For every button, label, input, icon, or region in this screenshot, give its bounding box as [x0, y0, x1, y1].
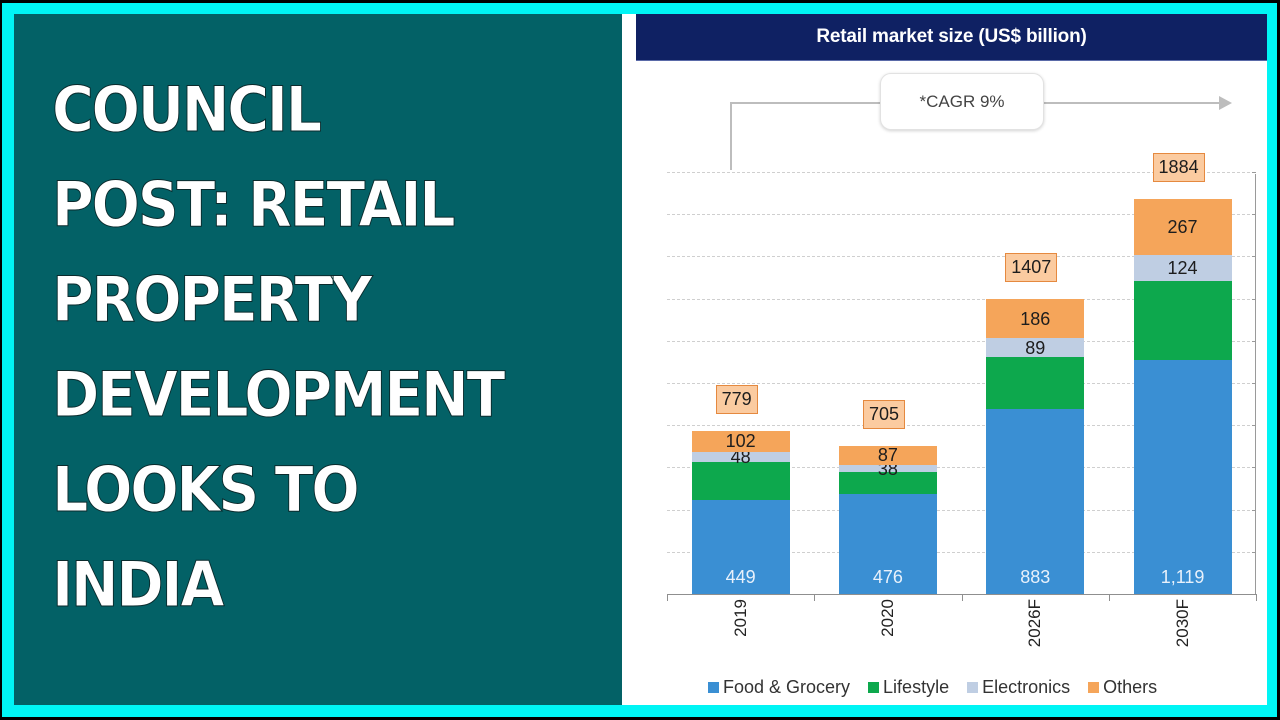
total-label: 1407	[1005, 253, 1058, 283]
gridline	[667, 551, 1255, 553]
gridline	[667, 256, 1255, 258]
x-axis-tick	[1108, 594, 1110, 601]
axis-tick	[1252, 256, 1256, 258]
gridline	[667, 509, 1255, 511]
headline: COUNCIL POST: RETAIL PROPERTY DEVELOPMEN…	[52, 62, 612, 632]
x-axis-tick	[1256, 594, 1258, 601]
segment-food-grocery: 449	[691, 499, 790, 594]
segment-lifestyle	[986, 356, 1085, 409]
segment-lifestyle	[838, 472, 937, 495]
legend-swatch-icon	[967, 681, 979, 693]
axis-tick	[1252, 298, 1256, 300]
chart-legend: Food & Grocery Lifestyle Electronics Others	[708, 676, 1157, 698]
total-label: 779	[715, 384, 758, 414]
bar-2030f: 1,119 124 267	[1133, 164, 1232, 594]
headline-line-2: POST: RETAIL	[52, 168, 457, 242]
axis-tick	[1252, 340, 1256, 342]
legend-swatch-icon	[708, 681, 719, 693]
segment-electronics: 48	[691, 448, 790, 466]
axis-tick	[1252, 467, 1256, 469]
segment-value-label: 1,119	[1160, 566, 1205, 587]
legend-item-lifestyle: Lifestyle	[868, 677, 949, 698]
segment-value-label: 89	[1025, 337, 1046, 358]
segment-value-label: 48	[730, 447, 751, 468]
segment-value-label: 87	[877, 445, 898, 466]
segment-food-grocery: 476	[838, 494, 937, 594]
segment-value-label: 476	[872, 566, 903, 587]
gridline	[667, 383, 1255, 384]
segment-electronics: 89	[986, 337, 1085, 358]
plot-area: 449 48 102 779 2019 476 38 87 705 2020 883 89 186 140…	[667, 153, 1258, 647]
segment-electronics: 124	[1133, 255, 1232, 282]
x-axis-label: 2026F	[1025, 599, 1045, 648]
legend-item-food-grocery: Food & Grocery	[708, 677, 850, 698]
x-axis-tick	[961, 594, 963, 601]
segment-food-grocery: 883	[986, 409, 1085, 594]
axis-tick	[1252, 509, 1256, 511]
segment-value-label: 883	[1020, 566, 1051, 587]
total-label: 705	[862, 400, 905, 430]
axis-tick	[1252, 383, 1256, 384]
gridline	[667, 425, 1255, 427]
segment-others: 267	[1133, 199, 1232, 256]
bar-2026f: 883 89 186	[986, 164, 1085, 594]
headline-line-6: INDIA	[52, 548, 225, 622]
segment-electronics: 38	[838, 460, 937, 478]
gridline	[667, 214, 1255, 216]
segment-value-label: 102	[725, 431, 756, 452]
chart-title: Retail market size (US$ billion)	[636, 14, 1267, 61]
segment-value-label: 449	[725, 566, 756, 587]
segment-lifestyle	[691, 462, 790, 500]
axis-tick	[1252, 214, 1256, 216]
legend-label: Lifestyle	[883, 676, 950, 697]
x-axis-tick	[814, 594, 816, 601]
axis-tick	[1252, 172, 1256, 173]
x-axis-label: 2030F	[1172, 599, 1192, 648]
arrow-right-icon	[1219, 96, 1232, 110]
legend-label: Food & Grocery	[723, 676, 851, 697]
bar-2020: 476 38 87	[838, 164, 937, 594]
x-axis-label: 2019	[730, 599, 750, 637]
segment-food-grocery: 1,119	[1133, 359, 1232, 594]
cagr-bracket-line	[730, 102, 732, 170]
segment-value-label: 267	[1167, 217, 1198, 238]
segment-others: 87	[838, 445, 937, 466]
axis-tick	[1252, 425, 1256, 427]
legend-label: Others	[1103, 676, 1158, 697]
segment-others: 186	[986, 299, 1085, 339]
x-axis-tick	[667, 594, 668, 601]
headline-line-1: COUNCIL	[52, 73, 323, 147]
gridline	[667, 172, 1255, 173]
chart-panel: Retail market size (US$ billion) *CAGR 9…	[622, 14, 1267, 705]
x-axis-label: 2020	[877, 599, 897, 637]
headline-line-5: LOOKS TO	[52, 453, 361, 527]
gridline	[667, 340, 1255, 342]
value-axis	[1255, 174, 1256, 594]
headline-line-4: DEVELOPMENT	[52, 358, 506, 432]
bar-2019: 449 48 102	[691, 164, 790, 594]
segment-others: 102	[691, 430, 790, 453]
gridline	[667, 467, 1255, 469]
legend-item-electronics: Electronics	[967, 677, 1070, 698]
axis-tick	[1252, 551, 1256, 553]
legend-swatch-icon	[1088, 681, 1100, 693]
total-label: 1884	[1152, 153, 1205, 183]
headline-line-3: PROPERTY	[52, 263, 373, 337]
legend-label: Electronics	[982, 676, 1071, 697]
legend-swatch-icon	[868, 681, 880, 693]
segment-value-label: 186	[1020, 308, 1051, 329]
segment-lifestyle	[1133, 281, 1232, 360]
legend-item-others: Others	[1088, 677, 1157, 698]
cagr-callout: *CAGR 9%	[880, 73, 1044, 130]
gridline	[667, 298, 1255, 300]
headline-panel	[14, 14, 622, 705]
segment-value-label: 124	[1167, 258, 1198, 279]
